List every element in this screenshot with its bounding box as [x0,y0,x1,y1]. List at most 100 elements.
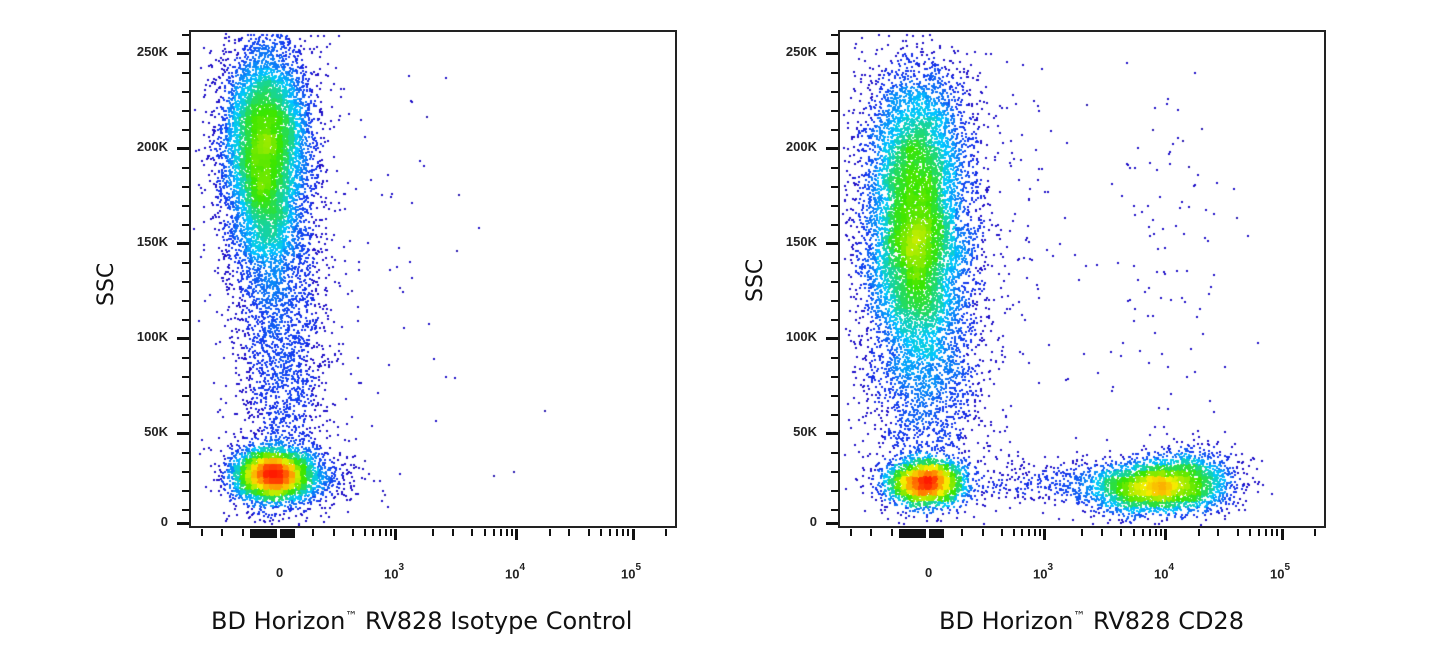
y-tick-label: 150K [785,234,817,249]
y-major-tick [177,52,189,55]
trademark-symbol: ™ [345,609,358,623]
y-major-tick [826,337,838,340]
x-minor-tick [902,529,905,538]
y-minor-tick [831,72,838,74]
y-minor-tick [831,395,838,397]
x-minor-tick [256,529,259,538]
y-minor-tick [182,490,189,492]
x-minor-tick [850,529,852,536]
x-minor-tick [568,529,570,536]
y-minor-tick [182,262,189,264]
x-minor-tick [1155,529,1157,536]
y-tick-label: 150K [136,234,168,249]
y-minor-tick [831,490,838,492]
x-minor-tick [268,529,271,538]
y-major-tick [826,242,838,245]
x-minor-tick [917,529,920,538]
x-axis-title-prefix: BD Horizon [211,607,346,635]
x-minor-tick [627,529,629,536]
x-minor-tick [471,529,473,536]
y-minor-tick [182,357,189,359]
y-minor-tick [831,281,838,283]
y-minor-tick [182,452,189,454]
y-minor-tick [831,205,838,207]
x-minor-tick [914,529,917,538]
y-minor-tick [831,471,838,473]
x-minor-tick [923,529,926,538]
y-tick-label: 100K [785,329,817,344]
x-minor-tick [1314,529,1316,536]
x-axis-title: BD Horizon™ RV828 Isotype Control [211,607,632,635]
y-minor-tick [831,509,838,511]
y-minor-tick [831,167,838,169]
x-minor-tick [289,529,292,538]
y-minor-tick [182,414,189,416]
y-minor-tick [182,300,189,302]
y-major-tick [177,242,189,245]
x-minor-tick [905,529,908,538]
y-minor-tick [182,110,189,112]
x-minor-tick [1001,529,1003,536]
x-tick-label-e4: 104 [505,562,526,582]
x-axis-title-prefix: BD Horizon [939,607,1074,635]
y-minor-tick [831,110,838,112]
x-minor-tick [312,529,314,536]
y-axis-title: SSC [94,262,119,306]
plot-isotype-control: SSC 250K 200K 150K 100K 50K 0 0 103 104 105 BD H… [94,30,677,635]
x-minor-tick [265,529,268,538]
x-minor-tick [242,529,244,536]
x-minor-tick [452,529,454,536]
x-minor-tick [1198,529,1200,536]
x-minor-tick [221,529,223,536]
x-minor-tick [283,529,286,538]
y-tick-label: 200K [136,139,168,154]
x-major-tick [515,529,518,540]
x-minor-tick [1271,529,1273,536]
x-minor-tick [961,529,963,536]
y-tick-label: 50K [793,424,817,439]
x-minor-tick [1034,529,1036,536]
x-minor-tick [665,529,667,536]
plot-frame [838,30,1326,528]
x-minor-tick [588,529,590,536]
x-minor-tick [286,529,289,538]
x-minor-tick [1142,529,1144,536]
y-minor-tick [182,186,189,188]
y-minor-tick [831,357,838,359]
y-minor-tick [182,376,189,378]
y-tick-label: 250K [785,44,817,59]
y-minor-tick [831,414,838,416]
x-minor-tick [333,529,335,536]
plot-cd28: SSC 250K 200K 150K 100K 50K 0 0 103 104 105 BD H… [649,0,1369,670]
x-minor-tick [1149,529,1151,536]
x-minor-tick [500,529,502,536]
x-minor-tick [600,529,602,536]
x-minor-tick [271,529,274,538]
x-minor-tick [506,529,508,536]
y-minor-tick [831,91,838,93]
x-minor-tick [1039,529,1041,536]
x-minor-tick [484,529,486,536]
x-tick-label-e5: 105 [1270,562,1291,582]
x-minor-tick [1276,529,1278,536]
x-minor-tick [982,529,984,536]
x-major-tick [632,529,635,540]
x-minor-tick [379,529,381,536]
x-minor-tick [899,529,902,538]
x-axis-title-suffix: RV828 CD28 [1085,607,1244,635]
y-axis-title: SSC [743,258,768,302]
plot-frame [189,30,677,528]
x-minor-tick [259,529,262,538]
y-tick-label: 200K [785,139,817,154]
y-major-tick [826,522,838,525]
x-minor-tick [274,529,277,538]
y-major-tick [177,147,189,150]
x-tick-label-e5: 105 [621,562,642,582]
x-minor-tick [932,529,935,538]
x-minor-tick [262,529,265,538]
x-minor-tick [941,529,944,538]
x-tick-label-e3: 103 [1033,562,1054,582]
trademark-symbol: ™ [1073,609,1086,623]
x-minor-tick [364,529,366,536]
y-minor-tick [831,186,838,188]
